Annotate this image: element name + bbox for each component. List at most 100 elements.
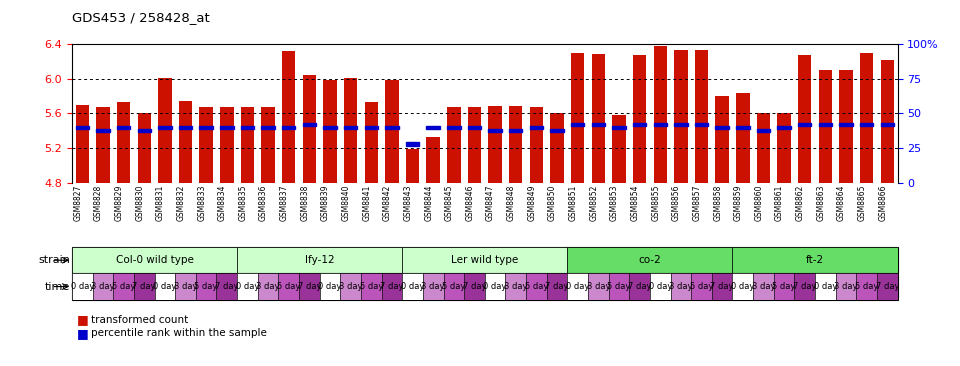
Bar <box>530 126 543 129</box>
Bar <box>798 123 811 126</box>
Bar <box>754 273 774 300</box>
Bar <box>402 247 567 273</box>
Text: 3 day: 3 day <box>752 282 775 291</box>
Text: 0 day: 0 day <box>319 282 342 291</box>
Text: GSM8841: GSM8841 <box>362 184 372 221</box>
Bar <box>385 81 398 183</box>
Bar <box>612 126 626 129</box>
Bar <box>588 273 609 300</box>
Text: 3 day: 3 day <box>174 282 197 291</box>
Text: 7 day: 7 day <box>793 282 816 291</box>
Bar <box>526 273 546 300</box>
Text: GSM8836: GSM8836 <box>259 184 268 221</box>
Bar <box>196 273 217 300</box>
Bar <box>571 123 585 126</box>
Bar <box>200 107 213 183</box>
Text: 0 day: 0 day <box>732 282 755 291</box>
Bar <box>365 126 378 129</box>
Text: GSM8833: GSM8833 <box>197 184 206 221</box>
Text: 3 day: 3 day <box>669 282 692 291</box>
Bar <box>465 273 485 300</box>
Text: GSM8845: GSM8845 <box>444 184 454 221</box>
Bar <box>835 273 856 300</box>
Bar <box>567 247 732 273</box>
Bar <box>72 247 237 273</box>
Bar <box>860 123 874 126</box>
Text: GSM8830: GSM8830 <box>135 184 144 221</box>
Bar <box>220 107 233 183</box>
Bar <box>302 75 316 183</box>
Bar <box>76 126 89 129</box>
Text: GSM8855: GSM8855 <box>651 184 660 221</box>
Bar <box>654 46 667 183</box>
Text: ■: ■ <box>77 327 88 340</box>
Text: Ler wild type: Ler wild type <box>451 255 518 265</box>
Bar <box>113 273 134 300</box>
Text: GSM8831: GSM8831 <box>156 184 165 221</box>
Bar <box>385 126 398 129</box>
Bar <box>96 107 109 183</box>
Bar <box>468 126 481 129</box>
Text: GSM8856: GSM8856 <box>672 184 681 221</box>
Bar <box>691 273 712 300</box>
Text: 5 day: 5 day <box>690 282 713 291</box>
Text: GSM8861: GSM8861 <box>775 184 784 221</box>
Text: GSM8862: GSM8862 <box>796 184 804 221</box>
Text: 7 day: 7 day <box>876 282 899 291</box>
Bar <box>282 126 296 129</box>
Bar <box>485 273 505 300</box>
Bar <box>877 273 898 300</box>
Bar <box>674 123 687 126</box>
Bar <box>633 55 646 183</box>
Bar <box>324 126 337 129</box>
Bar <box>155 273 175 300</box>
Bar <box>406 142 420 146</box>
Bar <box>695 50 708 183</box>
Bar <box>732 273 753 300</box>
Text: 7 day: 7 day <box>132 282 156 291</box>
Text: 0 day: 0 day <box>401 282 424 291</box>
Bar <box>670 273 691 300</box>
Bar <box>711 273 732 300</box>
Bar <box>261 107 275 183</box>
Text: 5 day: 5 day <box>608 282 631 291</box>
Bar <box>200 126 213 129</box>
Text: GSM8842: GSM8842 <box>383 184 392 221</box>
Text: 3 day: 3 day <box>421 282 444 291</box>
Text: 3 day: 3 day <box>339 282 362 291</box>
Bar <box>695 123 708 126</box>
Bar <box>630 273 650 300</box>
Text: ■: ■ <box>77 313 88 326</box>
Bar <box>856 273 876 300</box>
Text: GSM8847: GSM8847 <box>486 184 495 221</box>
Bar <box>547 273 567 300</box>
Bar <box>591 123 605 126</box>
Bar <box>426 137 440 183</box>
Text: GSM8827: GSM8827 <box>73 184 83 221</box>
Bar <box>880 60 894 183</box>
Bar <box>650 273 670 300</box>
Text: co-2: co-2 <box>638 255 661 265</box>
Bar <box>860 53 874 183</box>
Text: percentile rank within the sample: percentile rank within the sample <box>91 328 267 339</box>
Text: GSM8864: GSM8864 <box>837 184 846 221</box>
Text: 7 day: 7 day <box>628 282 651 291</box>
Text: GSM8858: GSM8858 <box>713 184 722 221</box>
Text: GDS453 / 258428_at: GDS453 / 258428_at <box>72 11 209 24</box>
Bar <box>302 123 316 126</box>
Bar <box>778 113 791 183</box>
Bar <box>340 273 361 300</box>
Bar <box>422 273 444 300</box>
Bar <box>798 55 811 183</box>
Bar <box>179 126 192 129</box>
Text: GSM8852: GSM8852 <box>589 184 598 221</box>
Bar <box>505 273 526 300</box>
Bar <box>241 126 254 129</box>
Bar <box>778 126 791 129</box>
Text: 7 day: 7 day <box>380 282 403 291</box>
Bar <box>571 53 585 183</box>
Bar <box>509 128 522 132</box>
Text: GSM8854: GSM8854 <box>631 184 639 221</box>
Bar <box>92 273 113 300</box>
Text: GSM8850: GSM8850 <box>548 184 557 221</box>
